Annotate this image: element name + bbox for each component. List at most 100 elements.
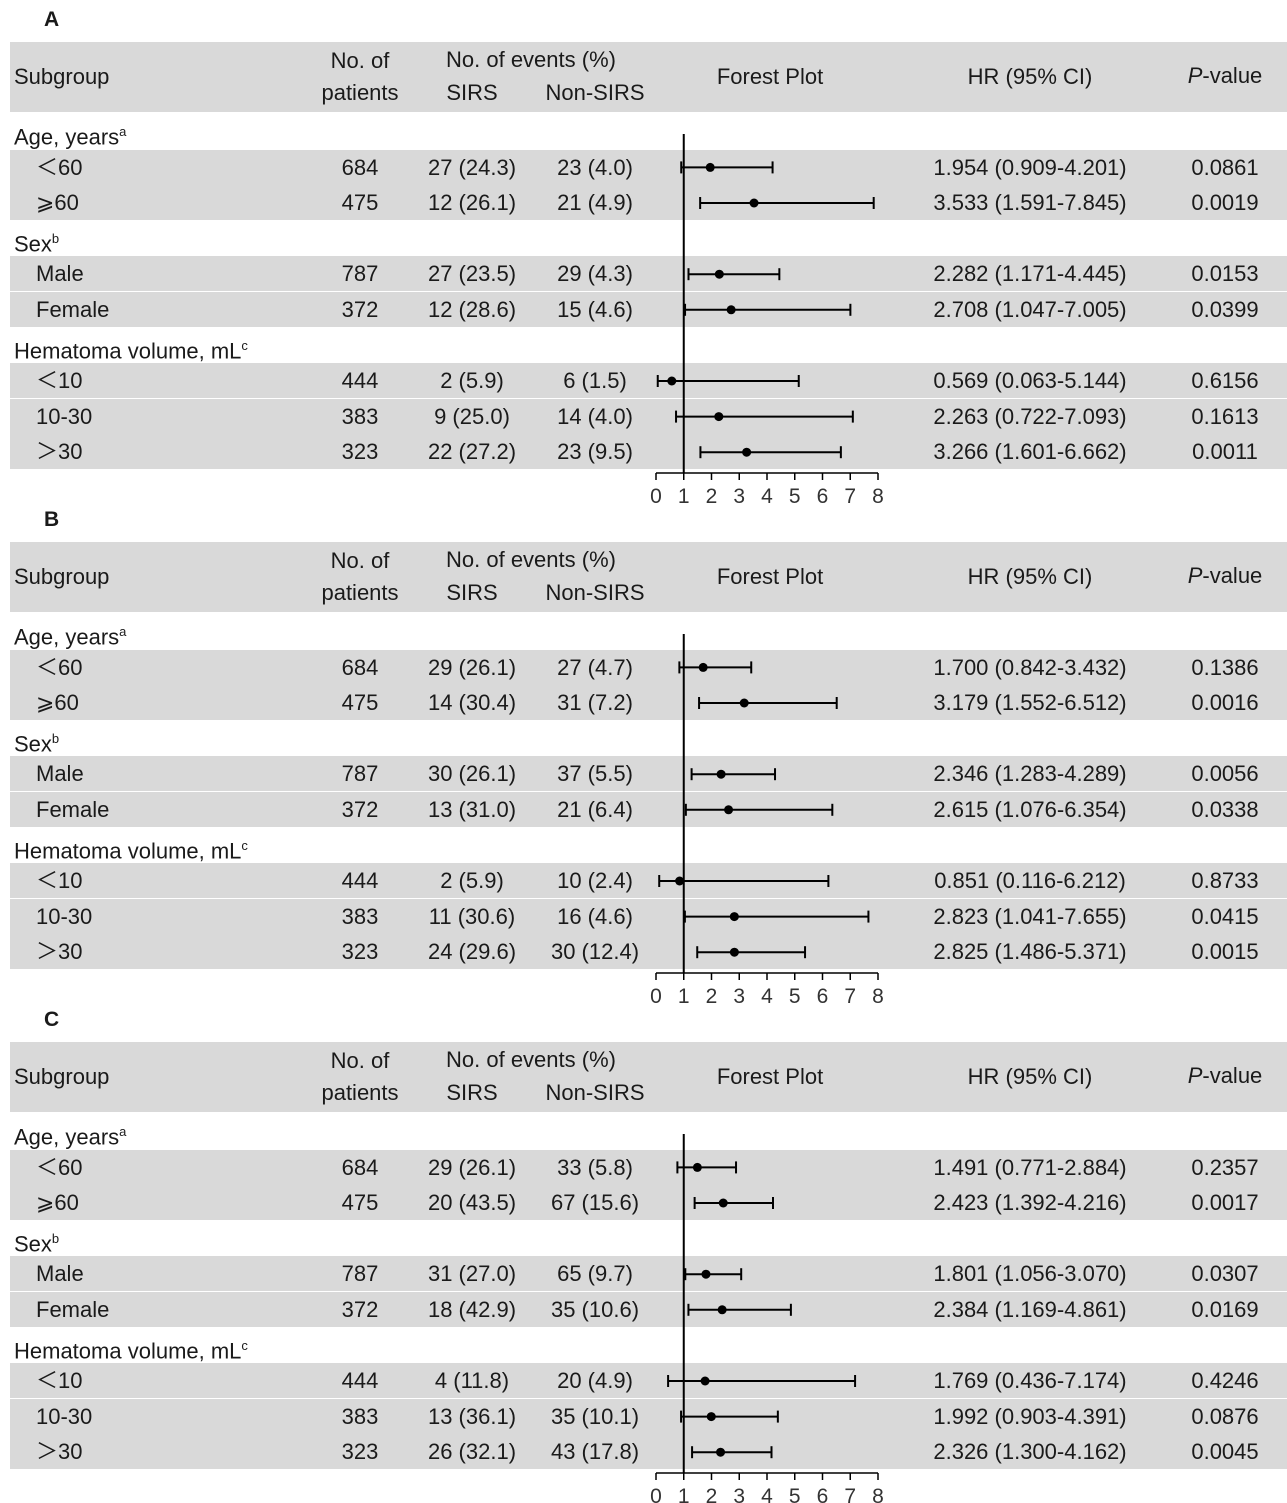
hazard-ratio: 1.700 (0.842-3.432): [933, 654, 1127, 680]
p-value: 0.1613: [1191, 403, 1259, 429]
header-sirs: SIRS: [446, 1080, 498, 1105]
subgroup-label: ＞30: [36, 1439, 83, 1465]
subgroup-label: Female: [36, 797, 110, 822]
footnote-marker: c: [241, 337, 248, 353]
table-row: ＞30 323 24 (29.6) 30 (12.4) 2.825 (1.486-5.3…: [10, 934, 1287, 970]
group-label-text: Hematoma volume, mL: [14, 837, 242, 863]
group-label: Age, yearsa: [14, 114, 126, 154]
table-row: Male 787 30 (26.1) 37 (5.5) 2.346 (1.283-4.2…: [10, 756, 1287, 792]
header-hr: HR (95% CI): [967, 64, 1093, 89]
table-row: 10-30 383 13 (36.1) 35 (10.1) 1.992 (0.903-4…: [10, 1398, 1287, 1434]
footnote-marker: b: [51, 1230, 60, 1246]
non-sirs-events: 30 (12.4): [550, 939, 640, 965]
patients-count: 444: [341, 868, 379, 894]
footnote-marker: a: [119, 624, 127, 639]
table-row: Female 372 12 (28.6) 15 (4.6) 2.708 (1.047-7…: [10, 292, 1287, 327]
hazard-ratio: 3.266 (1.601-6.662): [933, 439, 1127, 465]
subgroup-label: 10-30: [36, 1403, 93, 1429]
sirs-events: 14 (30.4): [427, 690, 517, 716]
hazard-ratio: 2.423 (1.392-4.216): [933, 1190, 1127, 1216]
group-label-text: Sex: [14, 1231, 52, 1257]
p-value: 0.8733: [1191, 868, 1259, 894]
panel-a: A Subgroup No. of patients No. of events (%)…: [0, 8, 1287, 503]
hazard-ratio: 2.825 (1.486-5.371): [933, 939, 1127, 965]
footnote-marker: a: [119, 1124, 127, 1139]
non-sirs-events: 65 (9.7): [557, 1261, 633, 1287]
p-value: 0.6156: [1191, 368, 1259, 394]
panel-b: B Subgroup No. of patients No. of events (%)…: [0, 508, 1287, 1003]
header-patients-line1: No. of: [330, 1048, 390, 1073]
table-row: ＞30 323 26 (32.1) 43 (17.8) 2.326 (1.300-4.1…: [10, 1434, 1287, 1470]
hazard-ratio: 0.569 (0.063-5.144): [933, 368, 1127, 394]
sirs-events: 26 (32.1): [427, 1439, 517, 1465]
header-sirs: SIRS: [446, 80, 498, 105]
patients-count: 475: [341, 1190, 379, 1216]
table-row: ＜10 444 2 (5.9) 10 (2.4) 0.851 (0.116-6.212)…: [10, 863, 1287, 899]
p-value: 0.0861: [1191, 154, 1259, 180]
hazard-ratio: 3.179 (1.552-6.512): [933, 690, 1127, 716]
non-sirs-events: 20 (4.9): [557, 1368, 633, 1394]
table-row: Male 787 27 (23.5) 29 (4.3) 2.282 (1.171-4.4…: [10, 256, 1287, 292]
table-header: Subgroup No. of patients No. of events (%) S…: [10, 1042, 1287, 1112]
hazard-ratio: 2.263 (0.722-7.093): [933, 403, 1127, 429]
p-value: 0.2357: [1191, 1154, 1259, 1180]
p-value: 0.0015: [1191, 939, 1259, 965]
patients-count: 475: [341, 190, 379, 216]
p-value: 0.0153: [1191, 261, 1259, 287]
non-sirs-events: 23 (4.0): [557, 154, 633, 180]
patients-count: 475: [341, 690, 379, 716]
table-header: Subgroup No. of patients No. of events (%) S…: [10, 42, 1287, 112]
sirs-events: 29 (26.1): [427, 654, 517, 680]
hazard-ratio: 2.282 (1.171-4.445): [933, 261, 1127, 287]
non-sirs-events: 6 (1.5): [563, 368, 627, 394]
header-forest: Forest Plot: [716, 64, 824, 89]
non-sirs-events: 27 (4.7): [557, 654, 633, 680]
header-events: No. of events (%): [446, 547, 616, 572]
sirs-events: 20 (43.5): [427, 1190, 517, 1216]
non-sirs-events: 29 (4.3): [557, 261, 633, 287]
subgroup-label: ＞30: [36, 939, 83, 965]
group-label: Hematoma volume, mLc: [14, 328, 248, 368]
patients-count: 383: [341, 403, 379, 429]
header-events: No. of events (%): [446, 1047, 616, 1072]
sirs-events: 2 (5.9): [440, 368, 504, 394]
header-forest: Forest Plot: [716, 1064, 824, 1089]
table-row: 10-30 383 11 (30.6) 16 (4.6) 2.823 (1.041-7.…: [10, 898, 1287, 934]
header-subgroup: Subgroup: [14, 64, 110, 89]
patients-count: 444: [341, 368, 379, 394]
sirs-events: 2 (5.9): [440, 868, 504, 894]
non-sirs-events: 37 (5.5): [557, 761, 633, 787]
group-label: Sexb: [14, 1221, 59, 1261]
sirs-events: 30 (26.1): [427, 761, 517, 787]
header-patients-line2: patients: [321, 1080, 399, 1105]
group-label-text: Sex: [14, 731, 52, 757]
sirs-events: 27 (24.3): [427, 154, 517, 180]
p-value: 0.0876: [1191, 1403, 1259, 1429]
p-value: 0.0415: [1191, 903, 1259, 929]
p-value: 0.0056: [1191, 761, 1259, 787]
hazard-ratio: 1.769 (0.436-7.174): [933, 1368, 1127, 1394]
group-row: Age, yearsa: [10, 1114, 1287, 1149]
subgroup-label: ⩾60: [36, 690, 79, 716]
p-value: 0.4246: [1191, 1368, 1259, 1394]
non-sirs-events: 23 (9.5): [557, 439, 633, 465]
p-value: 0.0016: [1191, 690, 1259, 716]
subgroup-label: ＜10: [36, 1368, 83, 1394]
table-row: ＜60 684 29 (26.1) 27 (4.7) 1.700 (0.842-3.43…: [10, 649, 1287, 685]
table-row: ＜10 444 2 (5.9) 6 (1.5) 0.569 (0.063-5.144) 0…: [10, 363, 1287, 399]
subgroup-label: ＜60: [36, 654, 83, 680]
footnote-marker: b: [51, 730, 60, 746]
group-label: Age, yearsa: [14, 1114, 126, 1154]
group-label: Hematoma volume, mLc: [14, 1328, 248, 1368]
sirs-events: 12 (26.1): [427, 190, 517, 216]
group-label-text: Hematoma volume, mL: [14, 337, 242, 363]
header-p-value: P-value: [1165, 63, 1285, 89]
patients-count: 684: [341, 654, 379, 680]
group-label: Sexb: [14, 221, 59, 261]
subgroup-label: Female: [36, 1297, 110, 1322]
group-label-text: Sex: [14, 231, 52, 257]
group-row: Hematoma volume, mLc: [10, 1328, 1287, 1363]
patients-count: 372: [341, 297, 379, 322]
footnote-marker: c: [241, 837, 248, 853]
hazard-ratio: 2.326 (1.300-4.162): [933, 1439, 1127, 1465]
